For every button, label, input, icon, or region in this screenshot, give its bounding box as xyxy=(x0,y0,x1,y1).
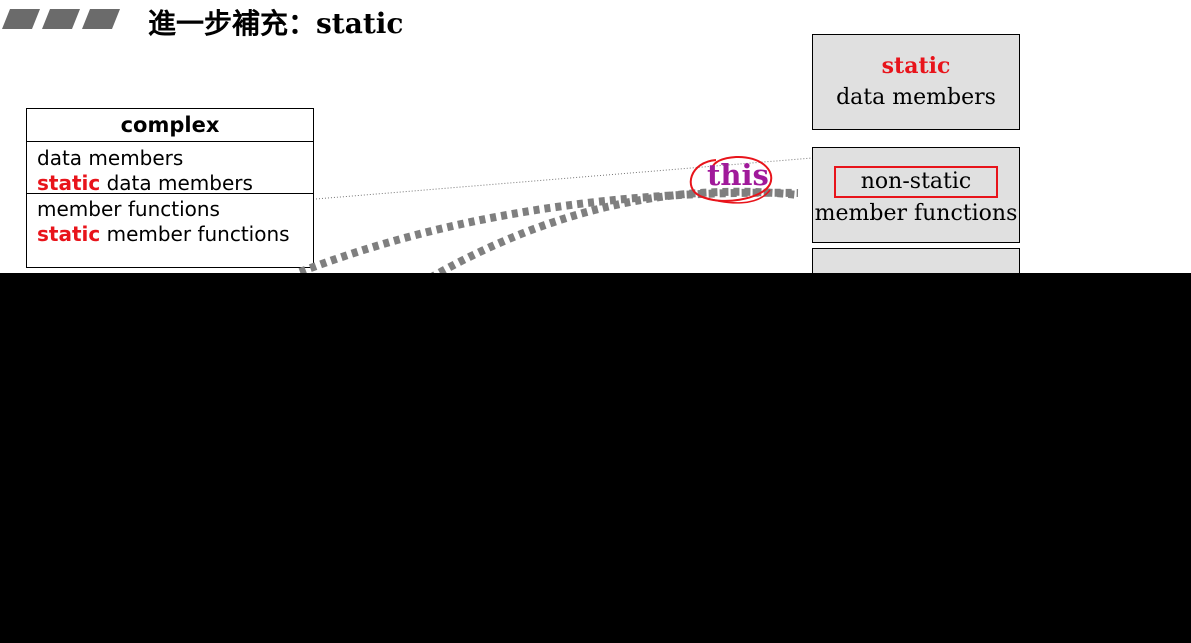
member-functions-line: member functions xyxy=(37,197,220,221)
box-data-members-label: data members xyxy=(836,85,996,110)
static-data-members-box: static data members xyxy=(812,34,1020,130)
this-label: this xyxy=(707,158,769,192)
dashed-curve-lower xyxy=(428,187,799,282)
non-static-highlight: non-static xyxy=(833,166,999,198)
class-name: complex xyxy=(27,109,313,142)
non-static-member-functions-box: non-static member functions xyxy=(812,147,1020,243)
class-box: complex data members static data members… xyxy=(26,108,314,268)
static-keyword: static xyxy=(37,222,101,246)
static-data-members-line: static data members xyxy=(37,171,303,196)
static-member-functions-text: member functions xyxy=(100,222,290,246)
data-members-line: data members xyxy=(37,146,184,170)
redacted-area xyxy=(0,273,1191,643)
box-static-keyword: static xyxy=(881,53,951,79)
this-circle-annotation xyxy=(689,155,773,202)
static-member-functions-line: static member functions xyxy=(37,222,303,247)
dashed-curve-upper xyxy=(298,188,799,276)
this-circle-tail xyxy=(699,189,771,204)
box-member-functions-label: member functions xyxy=(814,201,1018,226)
member-functions-section: member functions static member functions xyxy=(27,194,313,249)
dotted-connector-line xyxy=(315,157,813,200)
slide-title: 進一步補充：static xyxy=(148,7,404,40)
static-data-members-text: data members xyxy=(100,171,253,195)
static-keyword: static xyxy=(37,171,101,195)
data-members-section: data members static data members xyxy=(27,142,313,196)
title-decoration-icon xyxy=(2,9,120,29)
